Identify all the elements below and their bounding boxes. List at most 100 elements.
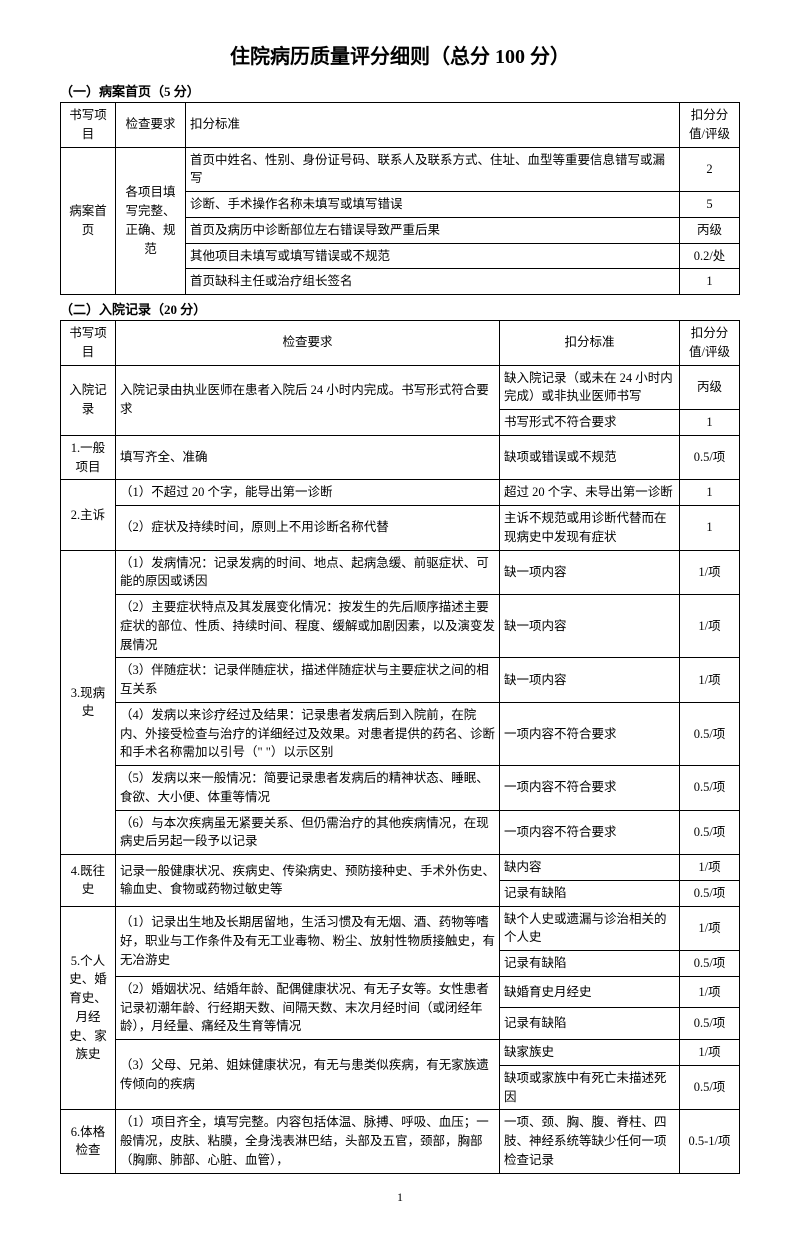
table-header-row: 书写项目 检查要求 扣分标准 扣分分值/评级 (61, 321, 740, 366)
score-cell: 0.5-1/项 (680, 1110, 740, 1173)
score-cell: 丙级 (680, 365, 740, 410)
item-cell: 入院记录 (61, 365, 116, 435)
req-cell: （2）婚姻状况、结婚年龄、配偶健康状况、有无子女等。女性患者记录初潮年龄、行经期… (116, 976, 500, 1039)
std-cell: 首页及病历中诊断部位左右错误导致严重后果 (186, 217, 680, 243)
header-std: 扣分标准 (500, 321, 680, 366)
table-row: 5.个人史、婚育史、月经史、家族史（1）记录出生地及长期居留地，生活习惯及有无烟… (61, 906, 740, 951)
std-cell: 一项内容不符合要求 (500, 810, 680, 855)
score-cell: 1/项 (680, 976, 740, 1008)
item-cell: 病案首页 (61, 147, 116, 295)
score-cell: 1/项 (680, 906, 740, 951)
table-row: （3）伴随症状：记录伴随症状，描述伴随症状与主要症状之间的相互关系缺一项内容1/… (61, 658, 740, 703)
section2-table: 书写项目 检查要求 扣分标准 扣分分值/评级 入院记录入院记录由执业医师在患者入… (60, 320, 740, 1174)
std-cell: 缺一项内容 (500, 658, 680, 703)
std-cell: 超过 20 个字、未导出第一诊断 (500, 480, 680, 506)
req-cell: （2）主要症状特点及其发展变化情况：按发生的先后顺序描述主要症状的部位、性质、持… (116, 595, 500, 658)
table-row: 4.既往史记录一般健康状况、疾病史、传染病史、预防接种史、手术外伤史、输血史、食… (61, 855, 740, 881)
std-cell: 记录有缺陷 (500, 880, 680, 906)
table-row: 6.体格检查（1）项目齐全，填写完整。内容包括体温、脉搏、呼吸、血压；一般情况，… (61, 1110, 740, 1173)
table-header-row: 书写项目 检查要求 扣分标准 扣分分值/评级 (61, 103, 740, 148)
std-cell: 缺婚育史月经史 (500, 976, 680, 1008)
std-cell: 主诉不规范或用诊断代替而在现病史中发现有症状 (500, 506, 680, 551)
req-cell: （2）症状及持续时间，原则上不用诊断名称代替 (116, 506, 500, 551)
req-cell: （5）发病以来一般情况：简要记录患者发病后的精神状态、睡眠、食欲、大小便、体重等… (116, 766, 500, 811)
table-row: 病案首页 各项目填写完整、正确、规范 首页中姓名、性别、身份证号码、联系人及联系… (61, 147, 740, 192)
req-cell: 各项目填写完整、正确、规范 (116, 147, 186, 295)
table-row: （2）主要症状特点及其发展变化情况：按发生的先后顺序描述主要症状的部位、性质、持… (61, 595, 740, 658)
table-row: （6）与本次疾病虽无紧要关系、但仍需治疗的其他疾病情况，在现病史后另起一段予以记… (61, 810, 740, 855)
table-row: 2.主诉（1）不超过 20 个字，能导出第一诊断超过 20 个字、未导出第一诊断… (61, 480, 740, 506)
score-cell: 0.5/项 (680, 702, 740, 765)
score-cell: 1/项 (680, 595, 740, 658)
score-cell: 丙级 (680, 217, 740, 243)
score-cell: 0.5/项 (680, 880, 740, 906)
page-number: 1 (60, 1190, 740, 1205)
section1-table: 书写项目 检查要求 扣分标准 扣分分值/评级 病案首页 各项目填写完整、正确、规… (60, 102, 740, 295)
doc-title: 住院病历质量评分细则（总分 100 分） (60, 40, 740, 69)
score-cell: 1 (680, 410, 740, 436)
std-cell: 诊断、手术操作名称未填写或填写错误 (186, 192, 680, 218)
std-cell: 缺一项内容 (500, 550, 680, 595)
req-cell: （1）不超过 20 个字，能导出第一诊断 (116, 480, 500, 506)
table-row: 3.现病史（1）发病情况：记录发病的时间、地点、起病急缓、前驱症状、可能的原因或… (61, 550, 740, 595)
score-cell: 0.5/项 (680, 951, 740, 977)
score-cell: 1 (680, 269, 740, 295)
req-cell: （3）父母、兄弟、姐妹健康状况，有无与患类似疾病，有无家族遗传倾向的疾病 (116, 1040, 500, 1110)
std-cell: 缺个人史或遗漏与诊治相关的个人史 (500, 906, 680, 951)
req-cell: 填写齐全、准确 (116, 435, 500, 480)
item-cell: 4.既往史 (61, 855, 116, 907)
req-cell: （1）项目齐全，填写完整。内容包括体温、脉搏、呼吸、血压；一般情况，皮肤、粘膜，… (116, 1110, 500, 1173)
req-cell: 记录一般健康状况、疾病史、传染病史、预防接种史、手术外伤史、输血史、食物或药物过… (116, 855, 500, 907)
item-cell: 3.现病史 (61, 550, 116, 855)
score-cell: 1/项 (680, 855, 740, 881)
table-row: （3）父母、兄弟、姐妹健康状况，有无与患类似疾病，有无家族遗传倾向的疾病缺家族史… (61, 1040, 740, 1066)
score-cell: 2 (680, 147, 740, 192)
header-score: 扣分分值/评级 (680, 321, 740, 366)
table-row: （2）症状及持续时间，原则上不用诊断名称代替主诉不规范或用诊断代替而在现病史中发… (61, 506, 740, 551)
std-cell: 缺一项内容 (500, 595, 680, 658)
score-cell: 1/项 (680, 1040, 740, 1066)
table-row: （2）婚姻状况、结婚年龄、配偶健康状况、有无子女等。女性患者记录初潮年龄、行经期… (61, 976, 740, 1008)
req-cell: （4）发病以来诊疗经过及结果：记录患者发病后到入院前，在院内、外接受检查与治疗的… (116, 702, 500, 765)
std-cell: 记录有缺陷 (500, 951, 680, 977)
score-cell: 0.5/项 (680, 435, 740, 480)
score-cell: 0.5/项 (680, 766, 740, 811)
header-req: 检查要求 (116, 321, 500, 366)
score-cell: 1 (680, 480, 740, 506)
section1-heading: （一）病案首页（5 分） (60, 81, 740, 100)
header-item: 书写项目 (61, 321, 116, 366)
std-cell: 缺项或家族中有死亡未描述死因 (500, 1065, 680, 1110)
score-cell: 1/项 (680, 550, 740, 595)
std-cell: 首页缺科主任或治疗组长签名 (186, 269, 680, 295)
std-cell: 一项内容不符合要求 (500, 766, 680, 811)
std-cell: 记录有缺陷 (500, 1008, 680, 1040)
std-cell: 首页中姓名、性别、身份证号码、联系人及联系方式、住址、血型等重要信息错写或漏写 (186, 147, 680, 192)
req-cell: （6）与本次疾病虽无紧要关系、但仍需治疗的其他疾病情况，在现病史后另起一段予以记… (116, 810, 500, 855)
score-cell: 0.5/项 (680, 1065, 740, 1110)
item-cell: 2.主诉 (61, 480, 116, 550)
std-cell: 其他项目未填写或填写错误或不规范 (186, 243, 680, 269)
table-row: 入院记录入院记录由执业医师在患者入院后 24 小时内完成。书写形式符合要求缺入院… (61, 365, 740, 410)
item-cell: 6.体格检查 (61, 1110, 116, 1173)
score-cell: 0.5/项 (680, 810, 740, 855)
std-cell: 缺项或错误或不规范 (500, 435, 680, 480)
score-cell: 1/项 (680, 658, 740, 703)
header-score: 扣分分值/评级 (680, 103, 740, 148)
score-cell: 0.5/项 (680, 1008, 740, 1040)
header-std: 扣分标准 (186, 103, 680, 148)
score-cell: 1 (680, 506, 740, 551)
table-row: （5）发病以来一般情况：简要记录患者发病后的精神状态、睡眠、食欲、大小便、体重等… (61, 766, 740, 811)
score-cell: 0.2/处 (680, 243, 740, 269)
header-req: 检查要求 (116, 103, 186, 148)
req-cell: （1）记录出生地及长期居留地，生活习惯及有无烟、酒、药物等嗜好，职业与工作条件及… (116, 906, 500, 976)
item-cell: 5.个人史、婚育史、月经史、家族史 (61, 906, 116, 1110)
std-cell: 书写形式不符合要求 (500, 410, 680, 436)
item-cell: 1.一般项目 (61, 435, 116, 480)
std-cell: 一项内容不符合要求 (500, 702, 680, 765)
table-row: （4）发病以来诊疗经过及结果：记录患者发病后到入院前，在院内、外接受检查与治疗的… (61, 702, 740, 765)
req-cell: 入院记录由执业医师在患者入院后 24 小时内完成。书写形式符合要求 (116, 365, 500, 435)
table-row: 1.一般项目填写齐全、准确缺项或错误或不规范0.5/项 (61, 435, 740, 480)
header-item: 书写项目 (61, 103, 116, 148)
std-cell: 缺家族史 (500, 1040, 680, 1066)
req-cell: （3）伴随症状：记录伴随症状，描述伴随症状与主要症状之间的相互关系 (116, 658, 500, 703)
